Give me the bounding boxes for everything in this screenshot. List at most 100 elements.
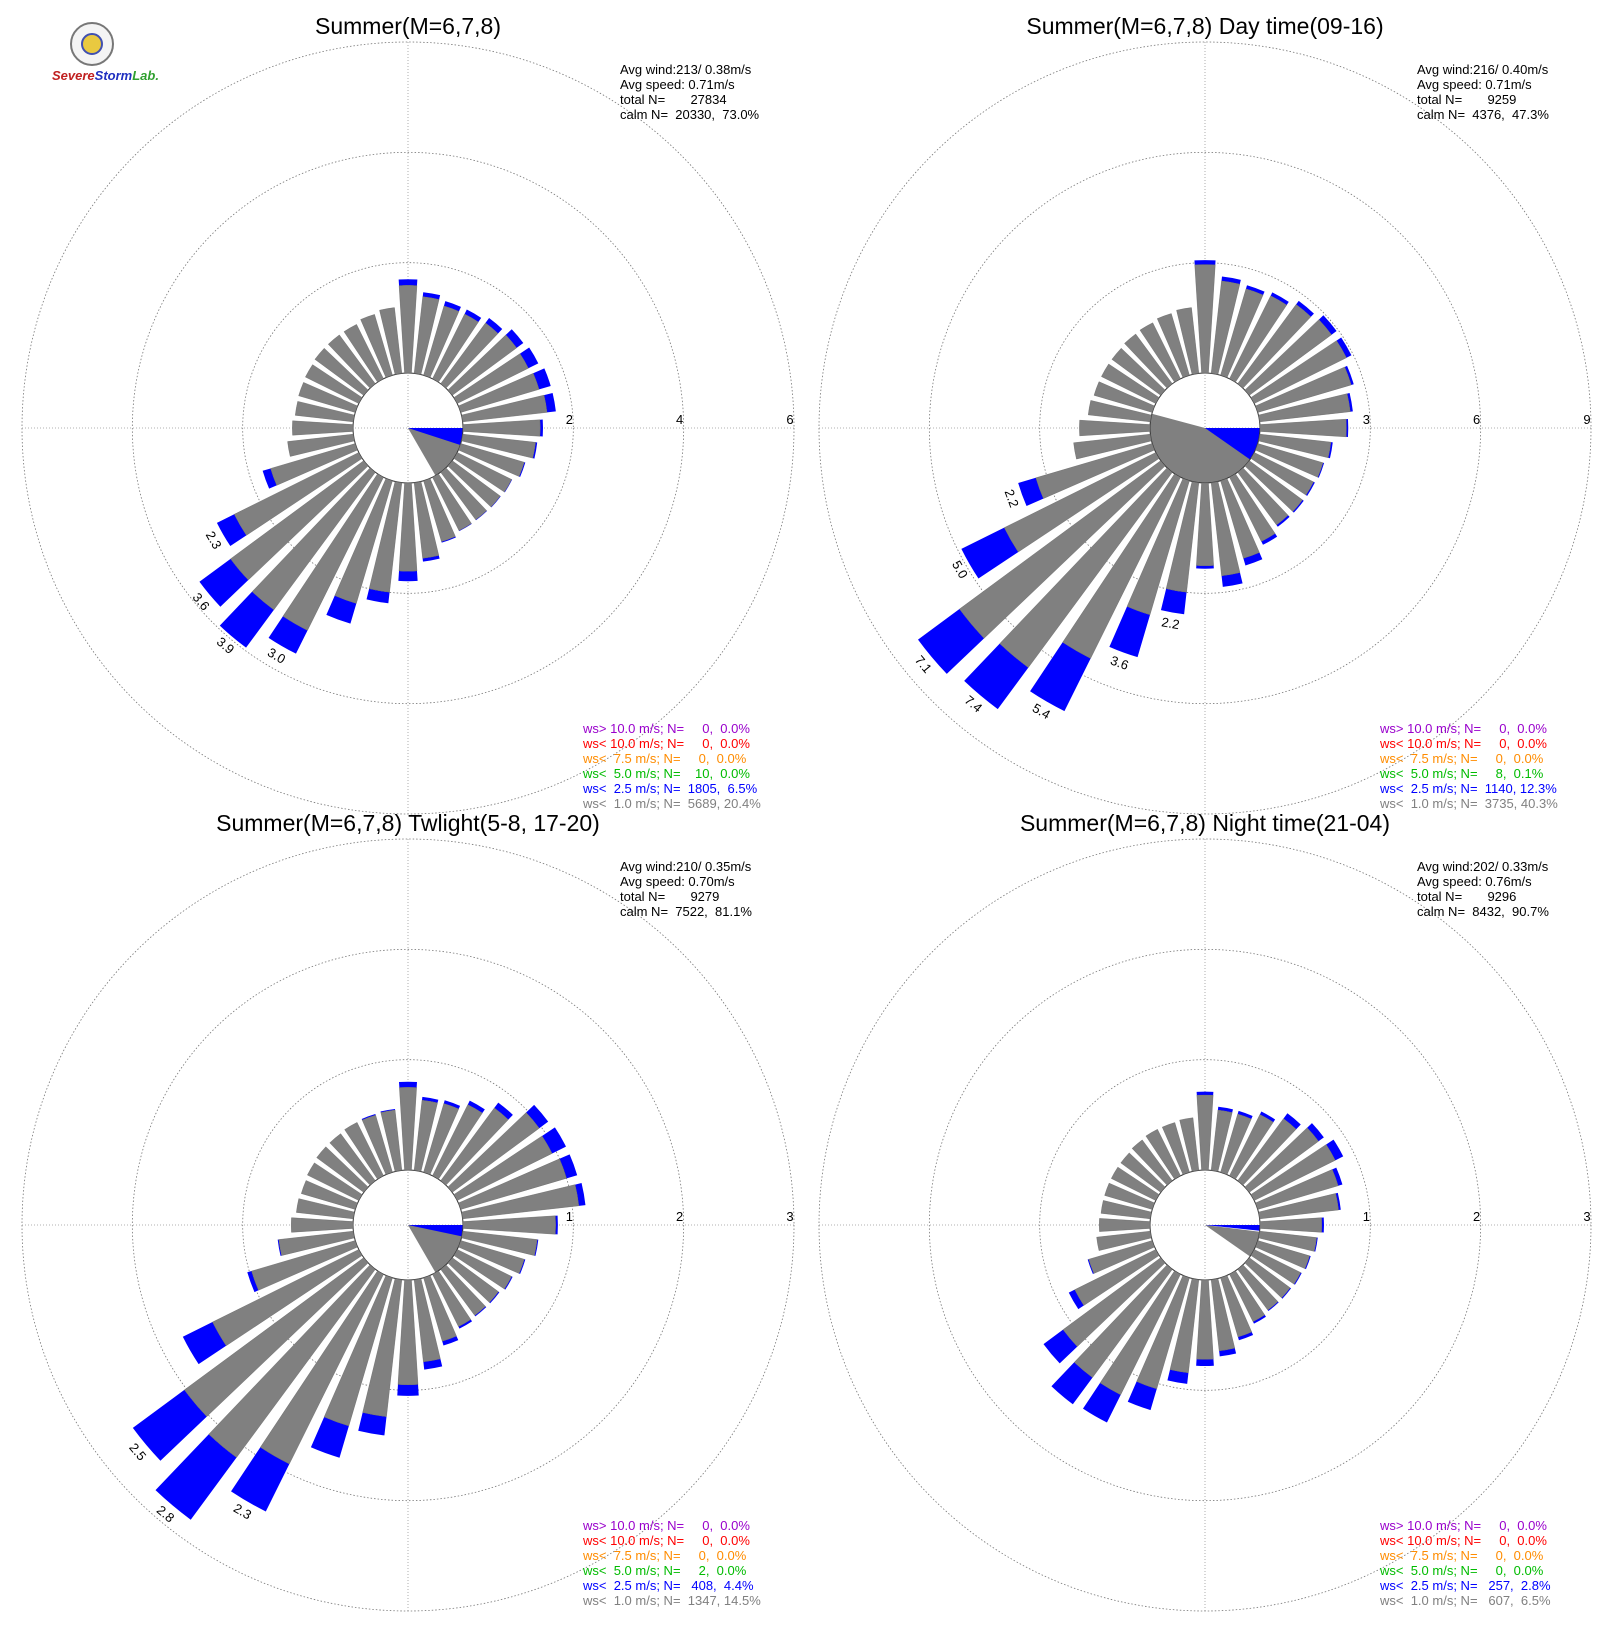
bar-segment-lt1	[1229, 1270, 1265, 1322]
bar-segment-lt1	[440, 1107, 509, 1186]
bar-segment-lt2_5	[182, 1322, 227, 1365]
bar-label: 3.6	[1108, 653, 1130, 673]
bar-segment-lt1	[458, 373, 540, 413]
bar-segment-lt1	[251, 1240, 358, 1291]
bar-segment-lt1	[1101, 363, 1160, 404]
bar-segment-lt1	[301, 1180, 358, 1210]
bar-segment-lt1	[1220, 478, 1260, 559]
bar-segment-lt1	[1255, 1169, 1339, 1210]
bar-segment-lt2_5	[268, 616, 308, 654]
bar-segment-lt1	[1196, 482, 1214, 566]
bar-segment-lt1	[380, 1109, 403, 1172]
bar-segment-lt1	[462, 419, 541, 437]
bar-segment-lt2_5	[422, 555, 440, 562]
bar-segment-lt1	[1100, 1200, 1152, 1220]
bar-segment-lt2_5	[1196, 565, 1214, 569]
bar-segment-lt1	[413, 481, 440, 559]
stats-line: Avg wind:213/ 0.38m/s	[620, 62, 752, 77]
bar-segment-lt2_5	[1281, 1287, 1292, 1299]
bar-segment-lt2_5	[485, 318, 503, 334]
bar-segment-lt1	[1210, 481, 1241, 577]
bar-segment-lt1	[1062, 1257, 1166, 1347]
legend-entry: ws< 5.0 m/s; N= 10, 0.0%	[582, 766, 750, 781]
legend-entry: ws< 2.5 m/s; N= 408, 4.4%	[582, 1578, 754, 1593]
stats-line: calm N= 4376, 47.3%	[1417, 107, 1549, 122]
ring-label: 9	[1583, 412, 1590, 427]
logo-wordmark: SevereStormLab.	[52, 68, 159, 83]
bar-segment-lt2_5	[1283, 1113, 1301, 1130]
bar-segment-lt1	[287, 433, 355, 457]
bar-segment-lt1	[1255, 1240, 1310, 1269]
legend-entry: ws< 5.0 m/s; N= 8, 0.1%	[1379, 766, 1544, 781]
bar-segment-lt1	[413, 1278, 441, 1363]
bar-segment-lt2_5	[542, 1127, 566, 1154]
bar-segment-lt2_5	[1328, 442, 1333, 459]
wind-rose-panel-2: Summer(M=6,7,8) Day time(09-16) 3 6 9 2.2 3.6…	[818, 13, 1592, 815]
bar-segment-lt2_5	[1304, 1255, 1311, 1270]
legend-entry: ws< 7.5 m/s; N= 0, 0.0%	[1379, 751, 1544, 766]
chart-title: Summer(M=6,7,8) Twlight(5-8, 17-20)	[216, 810, 600, 836]
bar-segment-lt2_5	[398, 570, 418, 582]
chart-title: Summer(M=6,7,8)	[315, 13, 501, 39]
bar-segment-lt2_5	[1261, 533, 1278, 545]
bar-segment-lt2_5	[199, 558, 249, 607]
bar-segment-lt1	[251, 467, 376, 611]
bar-segment-lt1	[461, 394, 548, 423]
bar-segment-lt1	[368, 481, 403, 593]
bar-segment-lt2_5	[358, 1412, 387, 1436]
stats-line: Avg speed: 0.70m/s	[620, 874, 735, 889]
bar-segment-lt1	[1258, 393, 1351, 423]
bar-segment-lt1	[458, 1240, 525, 1274]
bar-segment-lt2_5	[1253, 1314, 1266, 1324]
bar-segment-lt2_5	[423, 1358, 443, 1370]
bar-segment-lt1	[298, 382, 358, 413]
bar-segment-lt1	[343, 324, 384, 383]
bar-segment-lt1	[1165, 481, 1200, 593]
bar-segment-lt1	[1220, 1113, 1252, 1175]
bar-segment-lt1	[397, 1279, 419, 1385]
bar-segment-lt1	[399, 1087, 417, 1171]
calm-wedge	[408, 1225, 463, 1273]
bar-segment-lt2_5	[1196, 1359, 1214, 1367]
ring-2	[242, 262, 574, 594]
bar-segment-lt1	[423, 305, 460, 378]
bar-segment-lt1	[1079, 419, 1151, 437]
bar-segment-lt2_5	[441, 536, 456, 543]
bar-segment-lt2_5	[1326, 1139, 1344, 1161]
legend-entry: ws< 1.0 m/s; N= 5689, 20.4%	[582, 796, 761, 811]
stats-line: Avg speed: 0.71m/s	[1417, 77, 1532, 92]
bar-segment-lt2_5	[1068, 1289, 1084, 1310]
bar-segment-lt2_5	[559, 1154, 578, 1179]
bar-segment-lt2_5	[422, 1096, 439, 1103]
bar-segment-lt2_5	[1321, 1217, 1324, 1233]
ring-2	[928, 948, 1482, 1502]
bar-segment-lt2_5	[533, 368, 551, 390]
bar-segment-lt1	[1126, 478, 1190, 616]
bar-segment-lt2_5	[1267, 1301, 1279, 1312]
bar-segment-lt1	[212, 1249, 363, 1347]
bar-segment-lt1	[432, 1270, 472, 1327]
bar-segment-lt2_5	[1317, 462, 1325, 478]
legend-entry: ws< 7.5 m/s; N= 0, 0.0%	[1379, 1548, 1544, 1563]
bar-segment-lt2_5	[489, 1291, 500, 1304]
stats-line: total N= 9259	[1417, 92, 1516, 107]
bar-segment-lt1	[1210, 1278, 1235, 1352]
bar-segment-lt1	[316, 1146, 369, 1193]
bar-label: 2.3	[231, 1500, 254, 1522]
bar-segment-lt1	[413, 1100, 438, 1172]
calm-wedge-blue	[1205, 428, 1260, 460]
bar-segment-lt1	[329, 1133, 376, 1186]
bar-segment-lt2_5	[526, 1104, 549, 1129]
stats-line: Avg wind:210/ 0.35m/s	[620, 859, 752, 874]
bar-segment-lt2_5	[1030, 642, 1091, 712]
legend-entry: ws> 10.0 m/s; N= 0, 0.0%	[582, 721, 750, 736]
bar-segment-lt2_5	[399, 1081, 417, 1088]
bar-segment-lt2_5	[458, 1319, 473, 1329]
bar-label: 5.4	[1030, 700, 1053, 722]
bar-segment-lt1	[1244, 319, 1332, 396]
bar-segment-lt1	[423, 1275, 457, 1342]
bar-segment-lt2_5	[1296, 300, 1314, 317]
bar-segment-lt2_5	[1276, 515, 1290, 527]
bar-label: 2.2	[1002, 487, 1022, 509]
bar-segment-lt1	[1259, 418, 1347, 438]
